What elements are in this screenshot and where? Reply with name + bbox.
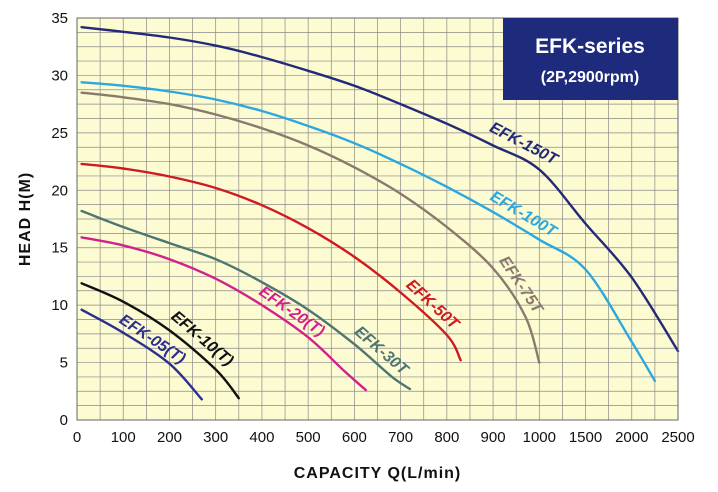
- y-tick-label: 5: [60, 355, 68, 372]
- chart-subtitle: (2P,2900rpm): [541, 69, 639, 86]
- y-tick-label: 15: [51, 240, 68, 257]
- y-tick-label: 25: [51, 125, 68, 142]
- x-tick-label: 0: [73, 429, 81, 446]
- x-tick-label: 400: [249, 429, 274, 446]
- x-tick-label: 1500: [569, 429, 602, 446]
- y-tick-label: 0: [60, 412, 68, 429]
- x-tick-label: 300: [203, 429, 228, 446]
- y-tick-label: 30: [51, 67, 68, 84]
- curve-efk-05-t: [80, 308, 203, 401]
- curve-efk-150t: [80, 26, 680, 353]
- plot-frame: [76, 17, 679, 421]
- x-tick-label: 1000: [523, 429, 556, 446]
- x-tick-label: 500: [296, 429, 321, 446]
- x-axis-label: CAPACITY Q(L/min): [294, 465, 462, 482]
- curve-efk-10-t: [80, 282, 240, 400]
- axis-ticks: 0 100 200 300 400 500 600 700 800 900 1000 1500 2000…: [51, 10, 694, 446]
- curve-efk-20-t: [80, 236, 368, 392]
- x-tick-label: 100: [111, 429, 136, 446]
- curve-efk-50t: [80, 162, 462, 362]
- y-tick-label: 35: [51, 10, 68, 27]
- x-tick-label: 700: [388, 429, 413, 446]
- curve-efk-75t: [80, 91, 541, 364]
- x-tick-label: 2500: [661, 429, 694, 446]
- x-tick-label: 800: [434, 429, 459, 446]
- chart-title: EFK-series: [535, 35, 645, 58]
- curve-efk-30t: [80, 209, 412, 391]
- curve-efk-100t: [80, 81, 657, 383]
- y-tick-label: 10: [51, 297, 68, 314]
- y-axis-label: HEAD H(M): [17, 172, 34, 266]
- y-tick-label: 20: [51, 182, 68, 199]
- x-tick-label: 200: [157, 429, 182, 446]
- x-tick-label: 600: [342, 429, 367, 446]
- title-box-background: [503, 18, 678, 100]
- series-title-box: EFK-series (2P,2900rpm): [503, 18, 678, 100]
- x-tick-label: 2000: [615, 429, 648, 446]
- x-tick-label: 900: [481, 429, 506, 446]
